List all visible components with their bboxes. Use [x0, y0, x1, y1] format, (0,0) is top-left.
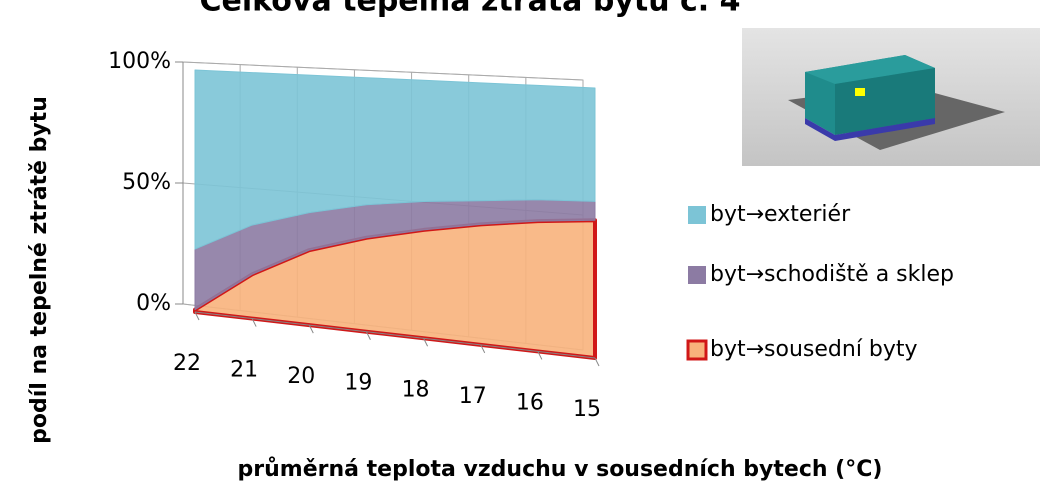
legend-swatch — [688, 266, 706, 284]
legend-label: byt→exteriér — [710, 202, 851, 227]
y-tick-label: 0% — [136, 291, 171, 316]
x-tick-label: 19 — [344, 371, 372, 396]
x-tick-label: 21 — [230, 358, 258, 383]
chart: Celková tepelná ztráta bytu č. 4 podíl n… — [0, 0, 1051, 489]
legend-swatch — [688, 341, 706, 359]
inset-image — [742, 28, 1040, 166]
legend-swatch — [688, 206, 706, 224]
x-axis-label: průměrná teplota vzduchu v sousedních by… — [238, 457, 883, 482]
x-tick-label: 16 — [516, 390, 544, 415]
x-tick — [595, 358, 599, 366]
x-tick-label: 18 — [402, 377, 430, 402]
y-axis-label: podíl na tepelné ztrátě bytu — [27, 96, 52, 444]
x-tick-label: 17 — [459, 384, 487, 409]
x-tick-label: 15 — [573, 397, 601, 422]
legend-label: byt→sousední byty — [710, 337, 918, 362]
y-tick-label: 100% — [108, 49, 171, 74]
legend-label: byt→schodiště a sklep — [710, 262, 954, 287]
x-tick-label: 22 — [173, 351, 201, 376]
x-tick-label: 20 — [287, 364, 315, 389]
chart-title: Celková tepelná ztráta bytu č. 4 — [199, 0, 740, 19]
y-tick-label: 50% — [122, 170, 171, 195]
